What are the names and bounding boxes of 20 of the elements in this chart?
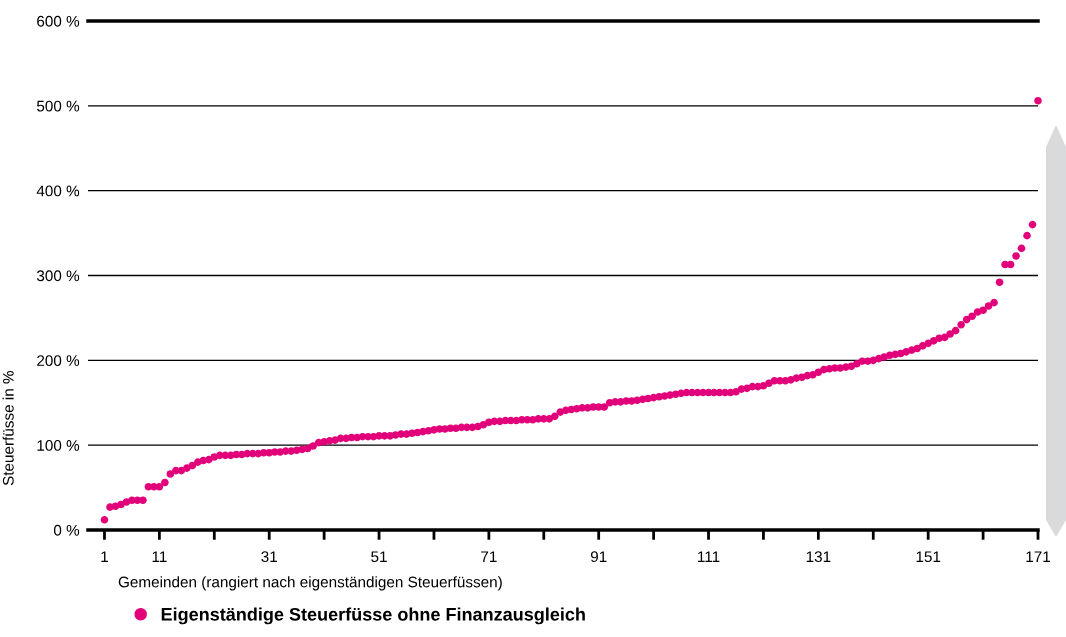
x-tick-label: 71 (481, 551, 497, 562)
y-tick-label: 100 % (37, 440, 80, 451)
y-tick-label: 500 % (36, 100, 80, 112)
y-tick-label: 300 % (36, 270, 80, 282)
x-axis-title: Gemeinden (rangiert nach eigenständigen Steuerfüssen) (118, 576, 502, 591)
x-tick-label: 31 (261, 551, 277, 563)
x-tick-label: 11 (152, 551, 167, 562)
x-tick-label: 111 (698, 551, 720, 562)
x-tick-label: 1 (101, 551, 108, 562)
y-tick-label: 0 % (53, 524, 80, 536)
legend-label: Eigenständige Steuerfüsse ohne Finanzausgleich (161, 607, 585, 625)
x-tick-label: 51 (371, 551, 387, 563)
y-tick-label: 600 % (37, 15, 80, 27)
x-tick-label: 131 (806, 551, 831, 563)
x-tick-label: 151 (916, 551, 941, 563)
x-tick-label: 171 (1026, 551, 1050, 562)
y-tick-label: 400 % (36, 185, 80, 197)
y-axis-title: Steuerfüsse in % (2, 370, 14, 486)
x-tick-label: 91 (590, 551, 607, 563)
y-tick-label: 200 % (37, 355, 80, 367)
